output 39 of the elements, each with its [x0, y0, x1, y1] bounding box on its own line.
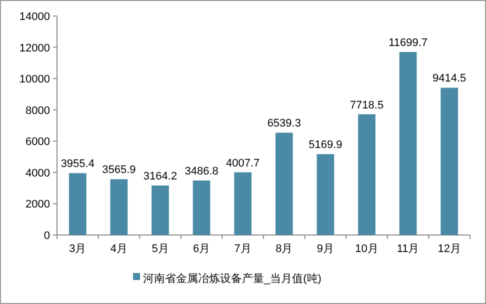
data-label: 7718.5 — [350, 99, 384, 112]
data-label: 3955.4 — [60, 158, 94, 170]
x-tick-label: 7月 — [234, 243, 252, 255]
y-tick-label: 4000 — [26, 167, 50, 180]
bar — [110, 179, 128, 235]
bar — [152, 186, 169, 235]
bar — [275, 132, 293, 235]
y-tick-label: 10000 — [19, 74, 50, 86]
x-tick-label: 3月 — [69, 243, 86, 255]
data-label: 11699.7 — [388, 36, 428, 49]
data-label: 4007.7 — [226, 157, 260, 170]
y-tick-label: 2000 — [26, 198, 50, 211]
data-label: 3164.2 — [143, 170, 178, 183]
y-tick-label: 12000 — [19, 42, 50, 54]
y-tick-label: 8000 — [26, 104, 50, 117]
bar — [358, 114, 376, 235]
data-label: 6539.3 — [267, 118, 301, 130]
x-tick-label: 10月 — [355, 243, 378, 255]
data-label: 9414.5 — [432, 72, 466, 85]
data-label: 5169.9 — [308, 139, 342, 152]
y-tick-label: 0 — [44, 230, 50, 242]
x-tick-label: 4月 — [110, 243, 128, 255]
bar — [316, 154, 334, 235]
bar — [440, 88, 458, 235]
bar — [399, 52, 417, 235]
y-tick-label: 6000 — [26, 136, 50, 148]
x-tick-label: 6月 — [192, 243, 210, 255]
bar — [68, 173, 86, 235]
bar — [234, 172, 252, 235]
y-tick-label: 14000 — [19, 11, 50, 23]
x-tick-label: 8月 — [276, 243, 293, 255]
x-tick-label: 9月 — [316, 243, 334, 255]
x-tick-label: 12月 — [438, 243, 461, 255]
x-tick-label: 11月 — [396, 243, 420, 255]
legend-label: 河南省金属冶炼设备产量_当月值(吨) — [143, 272, 322, 285]
bar — [192, 180, 210, 235]
data-label: 3565.9 — [102, 164, 136, 176]
data-label: 3486.8 — [184, 165, 218, 178]
x-tick-label: 5月 — [152, 243, 169, 255]
